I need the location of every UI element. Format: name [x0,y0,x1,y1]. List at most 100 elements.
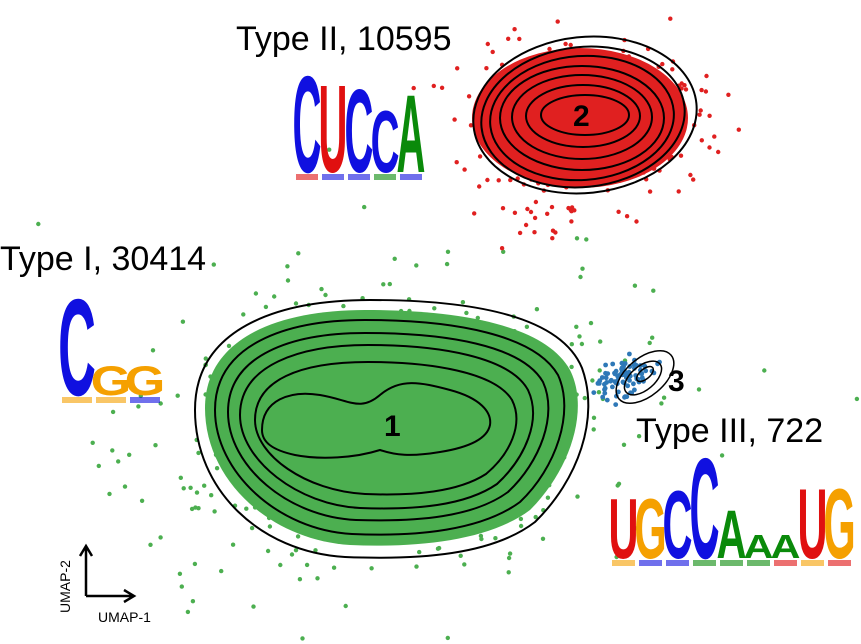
logo-minor-letters [639,560,662,566]
scatter-point [289,552,295,557]
scatter-point [525,206,530,212]
scatter-point [624,214,630,219]
scatter-point [241,312,246,317]
scatter-point [619,365,625,371]
scatter-point [203,356,208,361]
scatter-point [736,127,741,132]
scatter-point [545,211,550,216]
logo-minor-letters [693,560,716,566]
scatter-point [454,160,459,165]
scatter-point [604,397,610,403]
scatter-point [692,484,697,489]
scatter-point [431,83,436,89]
scatter-point [331,565,337,570]
scatter-point [267,524,273,529]
scatter-point [549,204,555,210]
scatter-point [854,396,860,402]
scatter-point [493,536,498,541]
scatter-point [414,564,419,569]
scatter-point [553,230,558,235]
scatter-point [178,475,183,480]
scatter-point [297,577,303,582]
scatter-point [577,334,582,339]
scatter-point [707,145,712,150]
scatter-point [185,609,191,615]
cluster-1-body [205,310,578,546]
scatter-point [603,362,608,368]
scatter-point [603,370,608,376]
cluster-3-contours [615,349,675,405]
scatter-point [703,89,709,94]
logo-minor-letters [62,397,92,403]
scatter-point [547,46,552,52]
scatter-point [439,85,445,91]
scatter-point [533,514,538,520]
scatter-point [265,548,271,554]
scatter-point [278,562,283,568]
scatter-point [462,167,467,172]
scatter-point [597,368,602,373]
scatter-point [719,453,725,458]
scatter-point [181,486,186,491]
scatter-point [327,147,332,152]
scatter-point [148,542,153,547]
scatter-point [523,222,529,228]
scatter-point [192,561,198,567]
logo-letter: G [125,357,166,404]
scatter-point [661,395,667,400]
cluster-3-number: 3 [668,365,685,398]
scatter-point [613,402,619,407]
scatter-point [632,387,637,393]
scatter-point [175,393,180,398]
scatter-point [507,551,513,556]
scatter-point [598,339,603,344]
scatter-point [616,209,621,214]
cluster-2: 2 [411,16,741,251]
scatter-point [590,378,595,383]
scatter-point [602,390,608,396]
scatter-point [315,576,320,581]
scatter-point [580,266,585,271]
cluster-1-contours [193,298,590,559]
scatter-point [485,41,490,47]
scatter-point [362,204,367,210]
scatter-point [244,506,249,511]
scatter-point [477,184,482,189]
scatter-point [568,42,573,48]
logo-minor-letters [400,174,422,180]
scatter-point [466,94,472,99]
scatter-point [517,230,523,236]
scatter-point [452,117,457,122]
scatter-point [212,509,217,514]
scatter-point [582,395,587,401]
scatter-point [631,381,636,387]
scatter-point [716,149,721,155]
scatter-point [313,548,318,553]
scatter-point [517,36,522,42]
scatter-point [632,283,638,288]
x-axis-label: UMAP-1 [98,609,151,625]
scatter-point [500,206,506,211]
scatter-point [638,367,643,373]
scatter-point [295,534,301,539]
scatter-point [591,415,597,420]
scatter-point [445,635,450,641]
scatter-point [572,208,577,213]
logo-minor-letters [666,560,689,566]
scatter-point [96,463,102,469]
scatter-point [249,525,255,531]
scatter-point [209,493,214,498]
scatter-point [650,335,655,340]
scatter-point [615,373,620,379]
logo-minor-letters [374,174,396,180]
scatter-point [285,264,290,269]
scatter-point [230,542,236,547]
umap-axis-indicator: UMAP-1 UMAP-2 [57,543,151,625]
scatter-point [472,211,477,216]
scatter-point [610,384,615,390]
scatter-point [485,177,490,183]
scatter-point [36,221,41,227]
